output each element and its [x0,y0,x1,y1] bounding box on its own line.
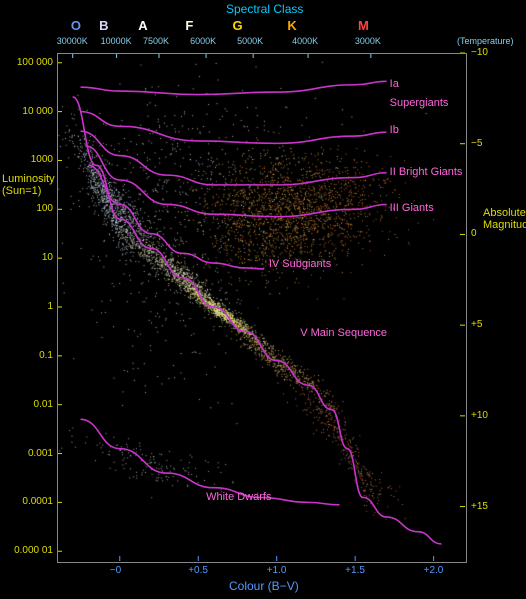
title-spectral-class: Spectral Class [226,2,303,16]
ytick-left-3: 1000 [31,154,53,165]
curve-label-WD: White Dwarfs [206,491,271,503]
curve-label-IV: IV Subgiants [269,258,331,270]
temperature-5000K: 5000K [237,36,263,46]
ytick-right-0: 0 [471,228,477,239]
ytick-right-10: +10 [471,410,488,421]
ytick-left-4: 10 000 [22,106,53,117]
xlabel: Colour (B−V) [229,579,299,593]
spectral-class-G: G [232,18,242,33]
spectral-class-B: B [99,18,108,33]
ytick-left--1: 0.1 [39,350,53,361]
xtick-2: +2.0 [424,565,444,576]
temperature-10000K: 10000K [101,36,132,46]
spectral-class-K: K [287,18,296,33]
curve-label-II: II Bright Giants [390,166,463,178]
ytick-left--5: 0.000 01 [14,545,53,556]
temperature-30000K: 30000K [57,36,88,46]
ytick-left-2: 100 [36,203,53,214]
spectral-class-M: M [358,18,369,33]
ytick-right-15: +15 [471,501,488,512]
xtick-1.5: +1.5 [345,565,365,576]
ytick-right-5: +5 [471,319,482,330]
curve-sublabel-Ia: Supergiants [390,97,449,109]
spectral-class-O: O [71,18,81,33]
curve-label-Ib: Ib [390,124,399,136]
temperature-7500K: 7500K [143,36,169,46]
xtick-1: +1.0 [267,565,287,576]
ytick-left--3: 0.001 [28,448,53,459]
xtick-0: −0 [110,565,121,576]
temperature-unit: (Temperature) [457,36,514,46]
ylabel-left: Luminosity(Sun=1) [2,173,55,197]
ytick-right--10: −10 [471,47,488,58]
spectral-class-A: A [138,18,147,33]
ytick-left-1: 10 [42,252,53,263]
spectral-class-F: F [185,18,193,33]
ytick-left--2: 0.01 [34,399,53,410]
ylabel-right: AbsoluteMagnitude [483,207,526,231]
temperature-4000K: 4000K [292,36,318,46]
ytick-left-0: 1 [47,301,53,312]
temperature-3000K: 3000K [355,36,381,46]
xtick-0.5: +0.5 [188,565,208,576]
plot-border [57,53,467,563]
temperature-6000K: 6000K [190,36,216,46]
hr-diagram: Spectral Class O B A F G K M 30000K 10000K 7500K 60… [0,0,526,599]
ytick-left-5: 100 000 [17,57,53,68]
ytick-left--4: 0.0001 [22,496,53,507]
curve-label-Ia: Ia [390,78,399,90]
curve-label-III: III Giants [390,202,434,214]
ytick-right--5: −5 [471,138,482,149]
curve-label-V: V Main Sequence [300,327,387,339]
